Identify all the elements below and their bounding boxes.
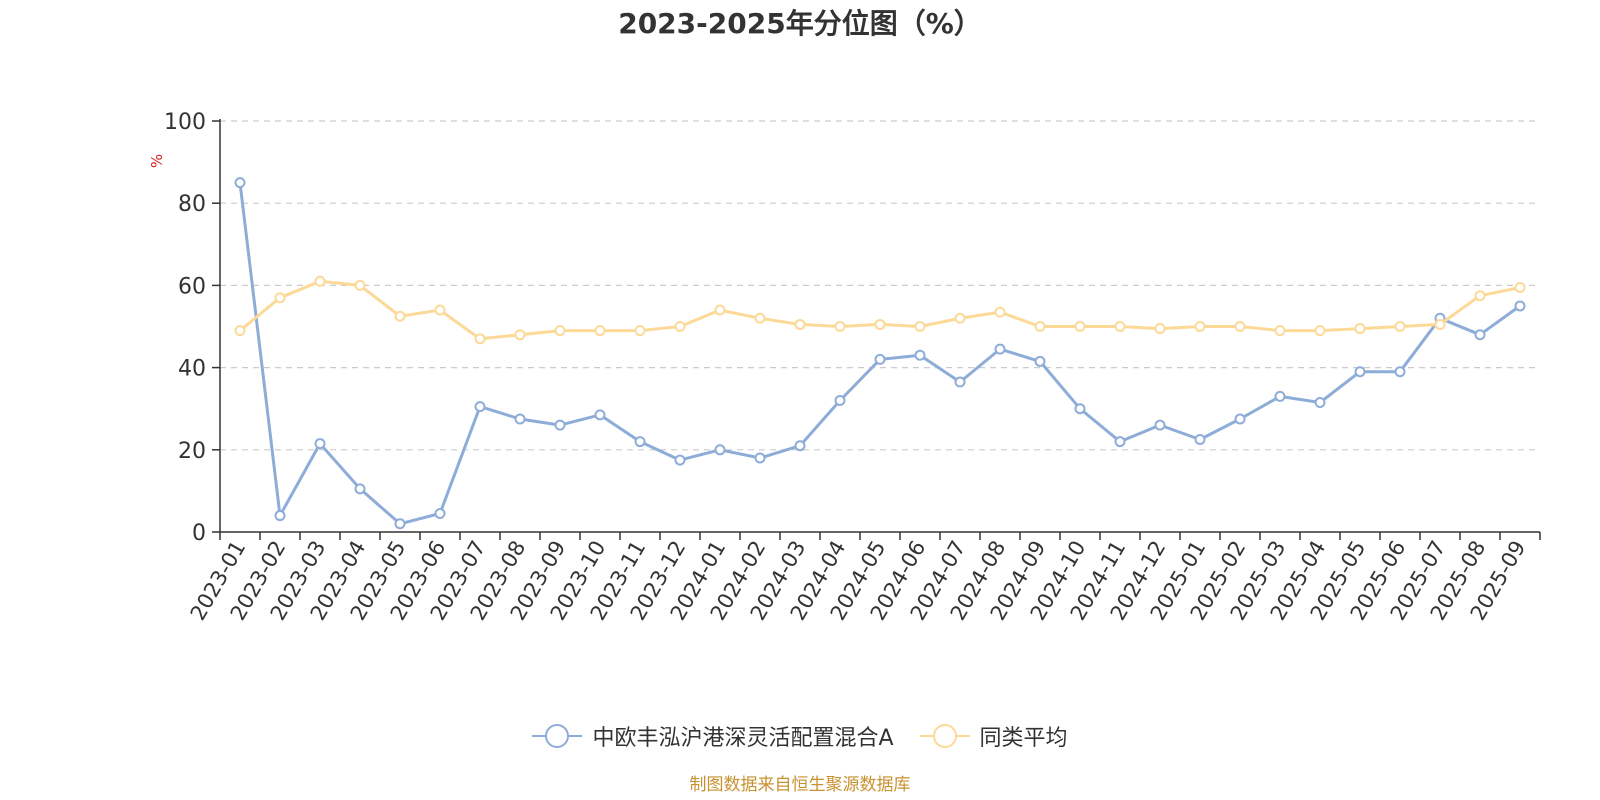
series-0-point-2024-12 <box>1154 419 1166 431</box>
series-1-point-2025-03 <box>1274 325 1286 337</box>
series-1-point-2024-07 <box>954 312 966 324</box>
grid-lines <box>220 120 1540 451</box>
series-1-point-2023-09 <box>554 325 566 337</box>
chart-title: 2023-2025年分位图（%） <box>618 7 982 40</box>
y-tick-label-60: 60 <box>178 274 206 299</box>
series-1-point-2024-10 <box>1074 321 1086 332</box>
series-0-point-2025-03 <box>1274 390 1286 402</box>
series-1-point-2025-07 <box>1434 318 1446 330</box>
legend-swatch-series-0 <box>532 723 583 749</box>
series-1-point-2024-06 <box>914 321 926 332</box>
series-0-point-2024-04 <box>834 394 846 406</box>
series-1-point-2024-01 <box>714 304 726 316</box>
series-1-point-2023-10 <box>594 325 606 337</box>
series-1-point-2025-09 <box>1514 281 1526 293</box>
series-1-point-2024-04 <box>834 321 846 332</box>
series-1-point-2024-09 <box>1034 321 1046 332</box>
series-0-point-2023-12 <box>674 454 686 466</box>
axes <box>212 119 1541 540</box>
series-1-point-2024-08 <box>994 306 1006 318</box>
series-0-point-2023-08 <box>514 413 526 425</box>
series-1-point-2023-05 <box>394 310 406 322</box>
series-1-point-2023-11 <box>634 325 646 337</box>
series-0-point-2023-04 <box>354 483 366 495</box>
series-0-point-2023-07 <box>474 401 486 413</box>
series-0-point-2024-07 <box>954 376 966 388</box>
series-0-point-2025-04 <box>1314 397 1326 409</box>
series-1-point-2023-02 <box>274 292 286 304</box>
series-1-point-2025-01 <box>1194 321 1206 332</box>
series-1-point-2025-04 <box>1314 325 1326 337</box>
series-0-point-2023-01 <box>234 177 246 189</box>
series-1-point-2023-07 <box>474 333 486 345</box>
legend-swatch-series-1 <box>919 723 970 749</box>
series-0-point-2024-01 <box>714 444 726 456</box>
series-0-point-2024-05 <box>874 353 886 365</box>
series-1-point-2025-02 <box>1234 321 1246 332</box>
series-0-point-2025-09 <box>1514 300 1526 312</box>
series-1-point-2023-04 <box>354 279 366 291</box>
series-1-point-2025-06 <box>1394 321 1406 332</box>
series-1-point-2024-02 <box>754 312 766 324</box>
y-tick-label-80: 80 <box>178 192 206 217</box>
y-tick-label-20: 20 <box>178 439 206 464</box>
series-0-point-2023-11 <box>634 436 646 448</box>
series-0-point-2025-08 <box>1474 329 1486 341</box>
series-0-point-2025-06 <box>1394 366 1406 378</box>
legend-item-series-1[interactable]: 同类平均 <box>919 720 1068 752</box>
series-lines <box>234 177 1526 530</box>
series-0-point-2024-02 <box>754 452 766 464</box>
series-1-point-2025-05 <box>1354 323 1366 335</box>
series-0-point-2023-09 <box>554 419 566 431</box>
series-0-point-2024-10 <box>1074 403 1086 415</box>
series-1-point-2025-08 <box>1474 290 1486 302</box>
series-0-point-2025-02 <box>1234 413 1246 425</box>
series-1-point-2023-12 <box>674 321 686 332</box>
series-1-point-2024-03 <box>794 318 806 330</box>
legend: 中欧丰泓沪港深灵活配置混合A 同类平均 <box>0 720 1600 752</box>
series-0-point-2025-05 <box>1354 366 1366 378</box>
series-0-point-2023-02 <box>274 510 286 522</box>
series-0-point-2024-08 <box>994 343 1006 355</box>
y-tick-label-40: 40 <box>178 357 206 382</box>
series-0-point-2024-06 <box>914 349 926 361</box>
y-tick-label-100: 100 <box>164 110 206 135</box>
series-line-1 <box>239 279 1521 341</box>
series-0-point-2023-06 <box>434 508 446 520</box>
series-1-point-2024-12 <box>1154 323 1166 335</box>
legend-label-series-0: 中欧丰泓沪港深灵活配置混合A <box>592 726 894 751</box>
legend-item-series-0[interactable]: 中欧丰泓沪港深灵活配置混合A <box>532 720 894 752</box>
series-0-point-2024-09 <box>1034 355 1046 367</box>
series-0-point-2025-01 <box>1194 434 1206 446</box>
series-1-point-2023-08 <box>514 329 526 341</box>
series-1-point-2023-06 <box>434 304 446 316</box>
data-source-note: 制图数据来自恒生聚源数据库 <box>689 775 911 795</box>
series-0-point-2023-03 <box>314 438 326 450</box>
series-1-point-2023-01 <box>234 325 246 337</box>
series-0-point-2024-03 <box>794 440 806 452</box>
series-0-point-2023-05 <box>394 518 406 530</box>
series-line-0 <box>238 182 1521 526</box>
y-tick-label-0: 0 <box>192 521 206 546</box>
series-0-point-2023-10 <box>594 409 606 421</box>
series-1-point-2024-05 <box>874 318 886 330</box>
series-1-point-2023-03 <box>314 275 326 287</box>
series-0-point-2024-11 <box>1114 436 1126 448</box>
legend-label-series-1: 同类平均 <box>979 726 1068 751</box>
series-1-point-2024-11 <box>1114 321 1126 332</box>
y-axis-label: % <box>148 154 166 168</box>
